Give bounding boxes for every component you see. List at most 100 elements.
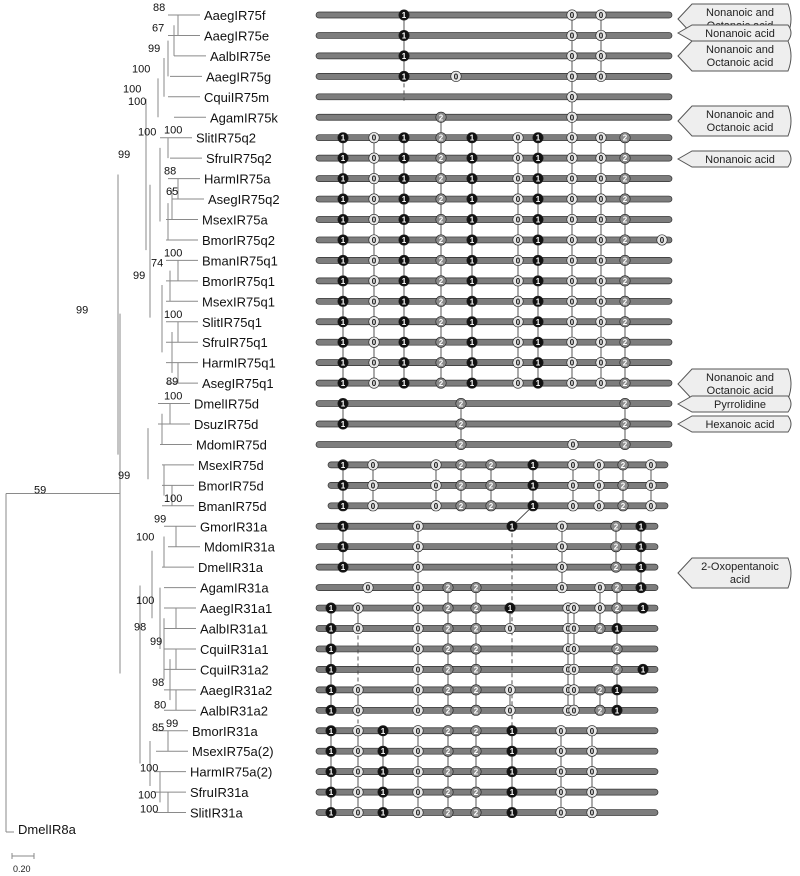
ligand-label: Nonanoic acid (705, 28, 775, 40)
gene-bar (315, 72, 673, 80)
intron-phase-marker (337, 418, 349, 430)
intron-phase-label: 1 (402, 277, 407, 286)
intron-phase-marker (617, 479, 629, 491)
intron-phase-marker (595, 357, 607, 369)
bootstrap-value: 59 (34, 485, 46, 497)
intron-phase-label: 2 (459, 461, 464, 470)
intron-phase-label: 0 (599, 154, 604, 163)
intron-phase-label: 2 (459, 440, 464, 449)
intron-phase-label: 0 (566, 604, 571, 613)
bootstrap-value: 100 (136, 595, 154, 607)
intron-phase-marker (368, 316, 380, 328)
intron-phase-label: 0 (416, 788, 421, 797)
intron-phase-marker (470, 643, 482, 655)
intron-phase-label: 1 (402, 379, 407, 388)
intron-phase-label: 2 (621, 481, 626, 490)
intron-phase-marker (637, 663, 649, 675)
intron-phase-marker (566, 214, 578, 226)
intron-phase-marker (512, 316, 524, 328)
taxon-label: SlitIR75q1 (202, 315, 262, 330)
gene-bar (315, 625, 659, 632)
ligand-label: Hexanoic acid (705, 419, 774, 431)
taxon-label: BmorIR75q1 (202, 274, 275, 289)
intron-phase-marker (368, 132, 380, 144)
intron-phase-marker (566, 295, 578, 307)
intron-phase-marker (466, 214, 478, 226)
intron-phase-marker (435, 377, 447, 389)
intron-phase-label: 1 (329, 727, 334, 736)
intron-phase-marker (586, 786, 598, 798)
intron-phase-label: 2 (623, 195, 628, 204)
intron-phase-marker (412, 704, 424, 716)
intron-phase-marker (470, 684, 482, 696)
bootstrap-value: 67 (152, 22, 164, 34)
intron-phase-label: 1 (329, 788, 334, 797)
intron-phase-label: 0 (599, 52, 604, 61)
intron-phase-marker (619, 357, 631, 369)
intron-phase-marker (532, 193, 544, 205)
intron-phase-label: 0 (572, 665, 577, 674)
intron-phase-marker (645, 459, 657, 471)
intron-phase-marker (442, 684, 454, 696)
intron-phase-label: 0 (566, 625, 571, 634)
intron-phase-marker (586, 766, 598, 778)
intron-phase-marker (368, 254, 380, 266)
intron-phase-marker (619, 152, 631, 164)
intron-phase-label: 0 (356, 706, 361, 715)
intron-phase-marker (619, 132, 631, 144)
intron-phase-marker (325, 622, 337, 634)
intron-phase-marker (412, 541, 424, 553)
intron-phase-marker (532, 295, 544, 307)
intron-phase-marker (466, 275, 478, 287)
intron-phase-marker (398, 193, 410, 205)
bootstrap-value: 100 (164, 247, 182, 259)
intron-phase-label: 1 (402, 11, 407, 20)
intron-phase-marker (566, 111, 578, 123)
intron-phase-marker (455, 500, 467, 512)
intron-phase-label: 0 (371, 481, 376, 490)
intron-phase-label: 0 (599, 72, 604, 81)
intron-phase-marker (455, 398, 467, 410)
intron-phase-marker (568, 663, 580, 675)
intron-phase-marker (435, 152, 447, 164)
intron-phase-label: 1 (341, 420, 346, 429)
intron-phase-label: 1 (329, 645, 334, 654)
intron-phase-marker (412, 663, 424, 675)
bootstrap-value: 98 (152, 677, 164, 689)
ligand-callout (676, 415, 792, 433)
intron-phase-label: 0 (599, 256, 604, 265)
intron-phase-marker (532, 357, 544, 369)
intron-phase-label: 0 (560, 584, 565, 593)
intron-phase-label: 0 (590, 788, 595, 797)
intron-phase-marker (645, 500, 657, 512)
bootstrap-value: 100 (164, 125, 182, 137)
intron-phase-label: 0 (572, 625, 577, 634)
intron-phase-marker (466, 295, 478, 307)
intron-phase-marker (455, 438, 467, 450)
intron-phase-label: 0 (571, 461, 576, 470)
gene-bar (327, 461, 669, 469)
intron-phase-marker (466, 336, 478, 348)
bootstrap-value: 99 (133, 270, 145, 282)
intron-phase-label: 0 (590, 768, 595, 777)
intron-phase-marker (337, 173, 349, 185)
intron-phase-marker (555, 725, 567, 737)
intron-phase-label: 2 (446, 584, 451, 593)
bootstrap-value: 100 (138, 127, 156, 139)
bootstrap-value: 100 (140, 804, 158, 816)
intron-phase-marker (398, 70, 410, 82)
intron-phase-marker (455, 418, 467, 430)
intron-phase-marker (337, 336, 349, 348)
intron-phase-label: 0 (559, 747, 564, 756)
taxon-label: SlitIR75q2 (196, 131, 256, 146)
intron-phase-marker (377, 725, 389, 737)
intron-phase-marker (325, 807, 337, 819)
intron-phase-marker (595, 377, 607, 389)
intron-phase-marker (504, 602, 516, 614)
intron-phase-label: 1 (341, 195, 346, 204)
gene-bar (327, 482, 669, 489)
intron-phase-label: 1 (470, 134, 475, 143)
intron-phase-label: 2 (439, 236, 444, 245)
intron-phase-label: 0 (516, 134, 521, 143)
intron-phase-label: 0 (516, 297, 521, 306)
